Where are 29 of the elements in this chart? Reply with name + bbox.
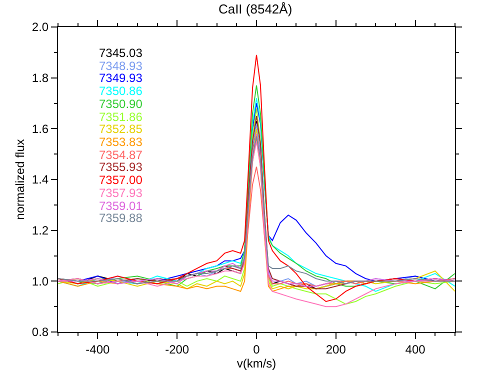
y-tick-label: 1.2 <box>32 224 49 238</box>
text: 7350.90 <box>99 97 143 111</box>
x-tick-label: -200 <box>165 342 190 356</box>
text: 7355.93 <box>99 160 143 174</box>
text: 7354.87 <box>99 148 143 162</box>
chart-title: CaII (8542Å) <box>218 2 292 17</box>
y-tick-label: 1.0 <box>32 274 49 288</box>
x-tick-label: 0 <box>253 342 260 356</box>
x-tick-label: -400 <box>86 342 110 356</box>
x-tick-label: 400 <box>405 342 426 356</box>
text: 7351.86 <box>99 110 143 124</box>
text: 7357.00 <box>99 173 143 187</box>
text: 7359.01 <box>99 199 143 213</box>
text: 7348.93 <box>99 59 143 73</box>
text: 7349.93 <box>99 71 143 85</box>
y-tick-label: 2.0 <box>32 20 49 34</box>
x-tick-label: 200 <box>326 342 346 356</box>
text: 7350.86 <box>99 84 143 98</box>
y-tick-label: 1.8 <box>32 71 49 86</box>
text: 7353.83 <box>99 135 143 149</box>
text: 7359.88 <box>99 211 143 225</box>
x-axis-title: v(km/s) <box>236 356 276 370</box>
y-tick-label: 1.4 <box>32 172 49 187</box>
text: 7345.03 <box>99 46 143 60</box>
text: 7352.85 <box>99 122 143 136</box>
text: 7357.93 <box>99 186 143 200</box>
y-tick-label: 1.6 <box>32 122 49 136</box>
y-tick-label: 0.8 <box>32 325 49 340</box>
y-axis-title: normalized flux <box>13 139 28 220</box>
